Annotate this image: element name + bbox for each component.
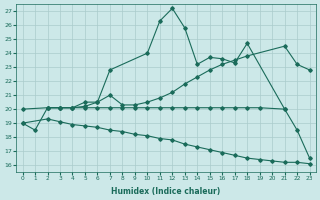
X-axis label: Humidex (Indice chaleur): Humidex (Indice chaleur)	[111, 187, 221, 196]
